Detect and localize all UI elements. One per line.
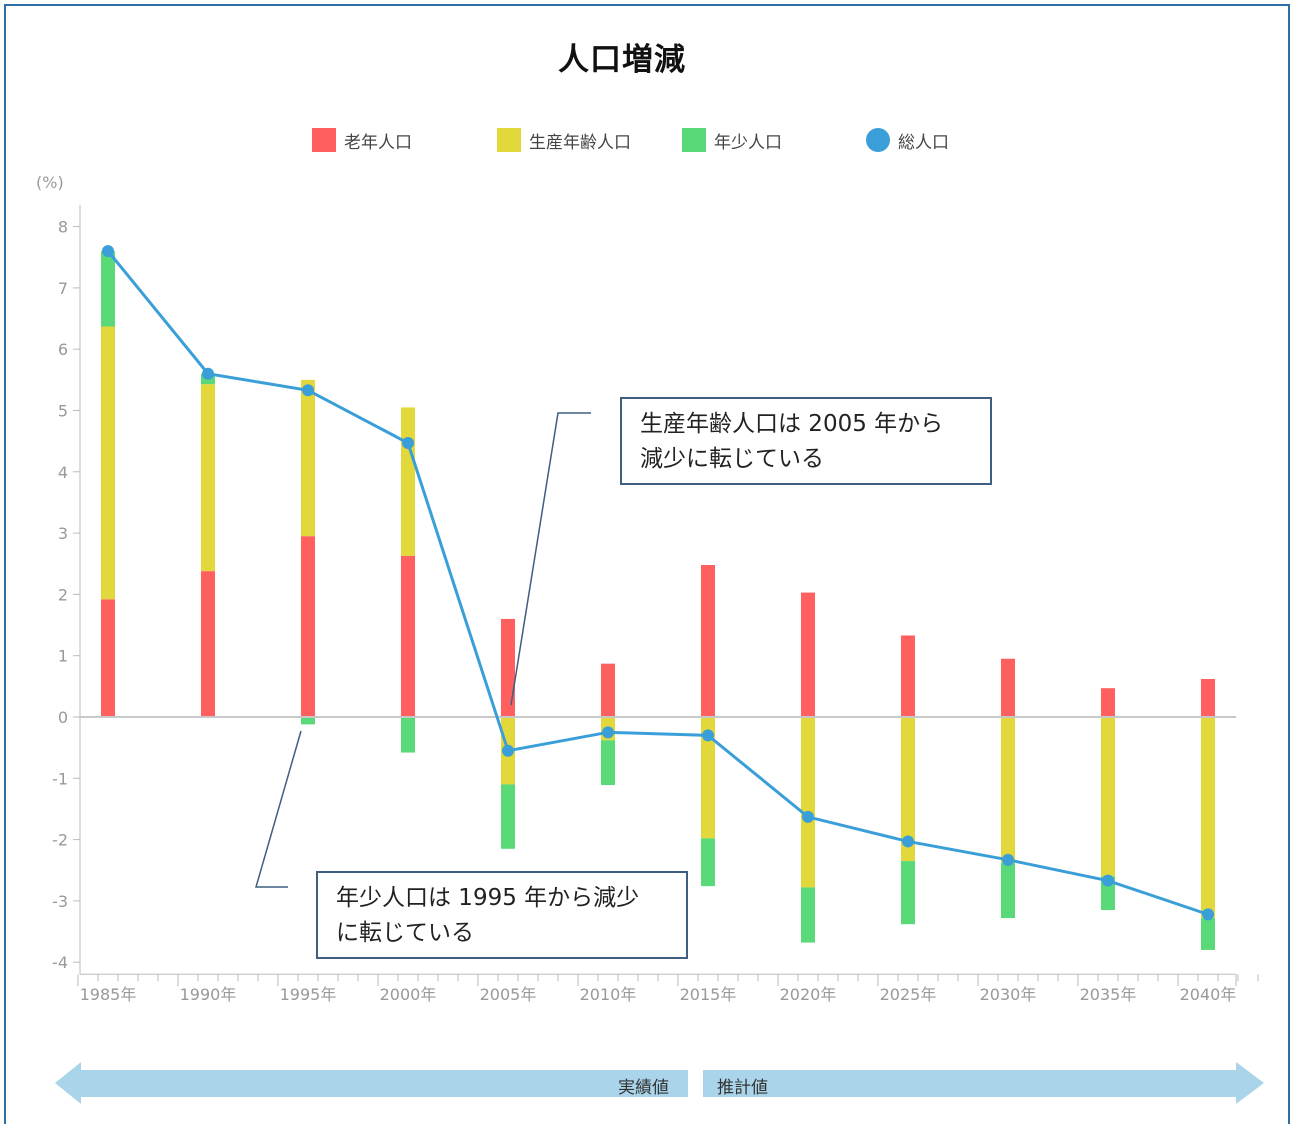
- y-tick-label: 1: [58, 647, 68, 666]
- total-population-point: [702, 729, 714, 742]
- legend-swatch-elderly: [312, 128, 336, 152]
- x-tick-label: 2005年: [480, 985, 537, 1004]
- y-tick-label: -2: [52, 831, 68, 850]
- x-tick-label: 1990年: [180, 985, 237, 1004]
- total-population-point: [502, 744, 514, 757]
- legend-item-elderly: 老年人口: [312, 126, 412, 154]
- x-tick-label: 2025年: [880, 985, 937, 1004]
- x-tick-label: 1995年: [280, 985, 337, 1004]
- bar-segment: [401, 407, 415, 556]
- legend-label-youth: 年少人口: [714, 132, 782, 153]
- y-tick-label: 5: [58, 402, 68, 421]
- period-label-projected: 推計値: [717, 1078, 768, 1098]
- total-population-point: [1202, 908, 1214, 921]
- callout-leader-youth: [255, 730, 302, 888]
- bar-segment: [701, 564, 715, 717]
- bar-segment: [201, 571, 215, 717]
- total-population-point: [902, 835, 914, 848]
- y-tick-label: 2: [58, 585, 68, 604]
- y-axis-unit-label: (%): [36, 173, 64, 192]
- bar-segment: [101, 326, 115, 600]
- x-tick-label: 2040年: [1180, 985, 1237, 1004]
- bar-segment: [901, 861, 915, 925]
- x-tick-label: 1985年: [80, 985, 137, 1004]
- legend-item-youth: 年少人口: [682, 126, 782, 154]
- y-tick-label: -1: [52, 769, 68, 788]
- period-label-actual: 実績値: [618, 1078, 669, 1098]
- x-tick-label: 2010年: [580, 985, 637, 1004]
- bar-segment: [1001, 862, 1015, 919]
- bar-segment: [201, 384, 215, 572]
- x-tick-label: 2015年: [680, 985, 737, 1004]
- bar-segment: [1101, 717, 1115, 877]
- total-population-point: [302, 384, 314, 397]
- y-tick-label: 3: [58, 524, 68, 543]
- legend-item-total: 総人口: [866, 126, 949, 154]
- bar-segment: [1201, 717, 1215, 919]
- arrow-projected-period: [703, 1062, 1264, 1104]
- bar-segment: [901, 635, 915, 717]
- legend-label-elderly: 老年人口: [344, 132, 412, 153]
- x-tick-label: 2020年: [780, 985, 837, 1004]
- legend-label-total: 総人口: [898, 132, 949, 153]
- total-population-point: [1102, 874, 1114, 887]
- y-tick-label: 6: [58, 340, 68, 359]
- bar-segment: [301, 536, 315, 717]
- total-population-point: [602, 726, 614, 739]
- y-tick-label: -4: [52, 953, 68, 972]
- bar-segment: [501, 784, 515, 849]
- bar-segment: [901, 717, 915, 862]
- bar-segment: [1201, 678, 1215, 717]
- bar-segment: [1201, 918, 1215, 950]
- bar-segment: [701, 838, 715, 887]
- total-population-point: [102, 245, 114, 258]
- total-population-point: [1002, 853, 1014, 866]
- bar-segment: [1001, 717, 1015, 863]
- callout-working-age-line1: 生産年齢人口は 2005 年から: [640, 411, 944, 437]
- bar-segment: [101, 599, 115, 717]
- legend-label-working-age: 生産年齢人口: [529, 132, 631, 153]
- bar-segment: [401, 717, 415, 753]
- y-tick-label: -3: [52, 892, 68, 911]
- bar-segment: [301, 379, 315, 537]
- bar-segment: [701, 717, 715, 839]
- bar-segment: [601, 740, 615, 786]
- bar-segment: [1101, 688, 1115, 717]
- total-population-line: [106, 250, 1209, 916]
- bar-segment: [401, 555, 415, 717]
- legend-swatch-youth: [682, 128, 706, 152]
- y-tick-label: 4: [58, 463, 68, 482]
- chart-title: 人口増減: [558, 42, 686, 78]
- callout-leader-working-age: [510, 412, 591, 706]
- legend-item-working-age: 生産年齢人口: [497, 126, 631, 154]
- total-population-point: [802, 810, 814, 823]
- legend-dot-total: [866, 128, 890, 152]
- callout-working-age: 生産年齢人口は 2005 年から 減少に転じている: [620, 397, 992, 485]
- y-tick-label: 7: [58, 279, 68, 298]
- x-tick-label: 2000年: [380, 985, 437, 1004]
- chart-frame: [4, 4, 1290, 1124]
- arrow-actual-period: [55, 1062, 688, 1104]
- bar-segment: [301, 717, 315, 725]
- callout-youth: 年少人口は 1995 年から減少 に転じている: [316, 871, 688, 959]
- total-population-point: [402, 436, 414, 449]
- x-tick-label: 2030年: [980, 985, 1037, 1004]
- bar-segment: [801, 717, 815, 888]
- bar-segment: [601, 663, 615, 717]
- x-tick-label: 2035年: [1080, 985, 1137, 1004]
- total-population-point: [202, 367, 214, 380]
- y-tick-label: 8: [58, 218, 68, 237]
- callout-youth-line1: 年少人口は 1995 年から減少: [336, 885, 640, 911]
- callout-youth-line2: に転じている: [336, 920, 474, 946]
- y-tick-label: 0: [58, 708, 68, 727]
- legend-swatch-working-age: [497, 128, 521, 152]
- bar-segment: [801, 887, 815, 943]
- bar-segment: [801, 592, 815, 717]
- bar-segment: [1001, 658, 1015, 717]
- bar-segment: [101, 251, 115, 327]
- bar-segment: [501, 618, 515, 717]
- callout-working-age-line2: 減少に転じている: [640, 446, 824, 472]
